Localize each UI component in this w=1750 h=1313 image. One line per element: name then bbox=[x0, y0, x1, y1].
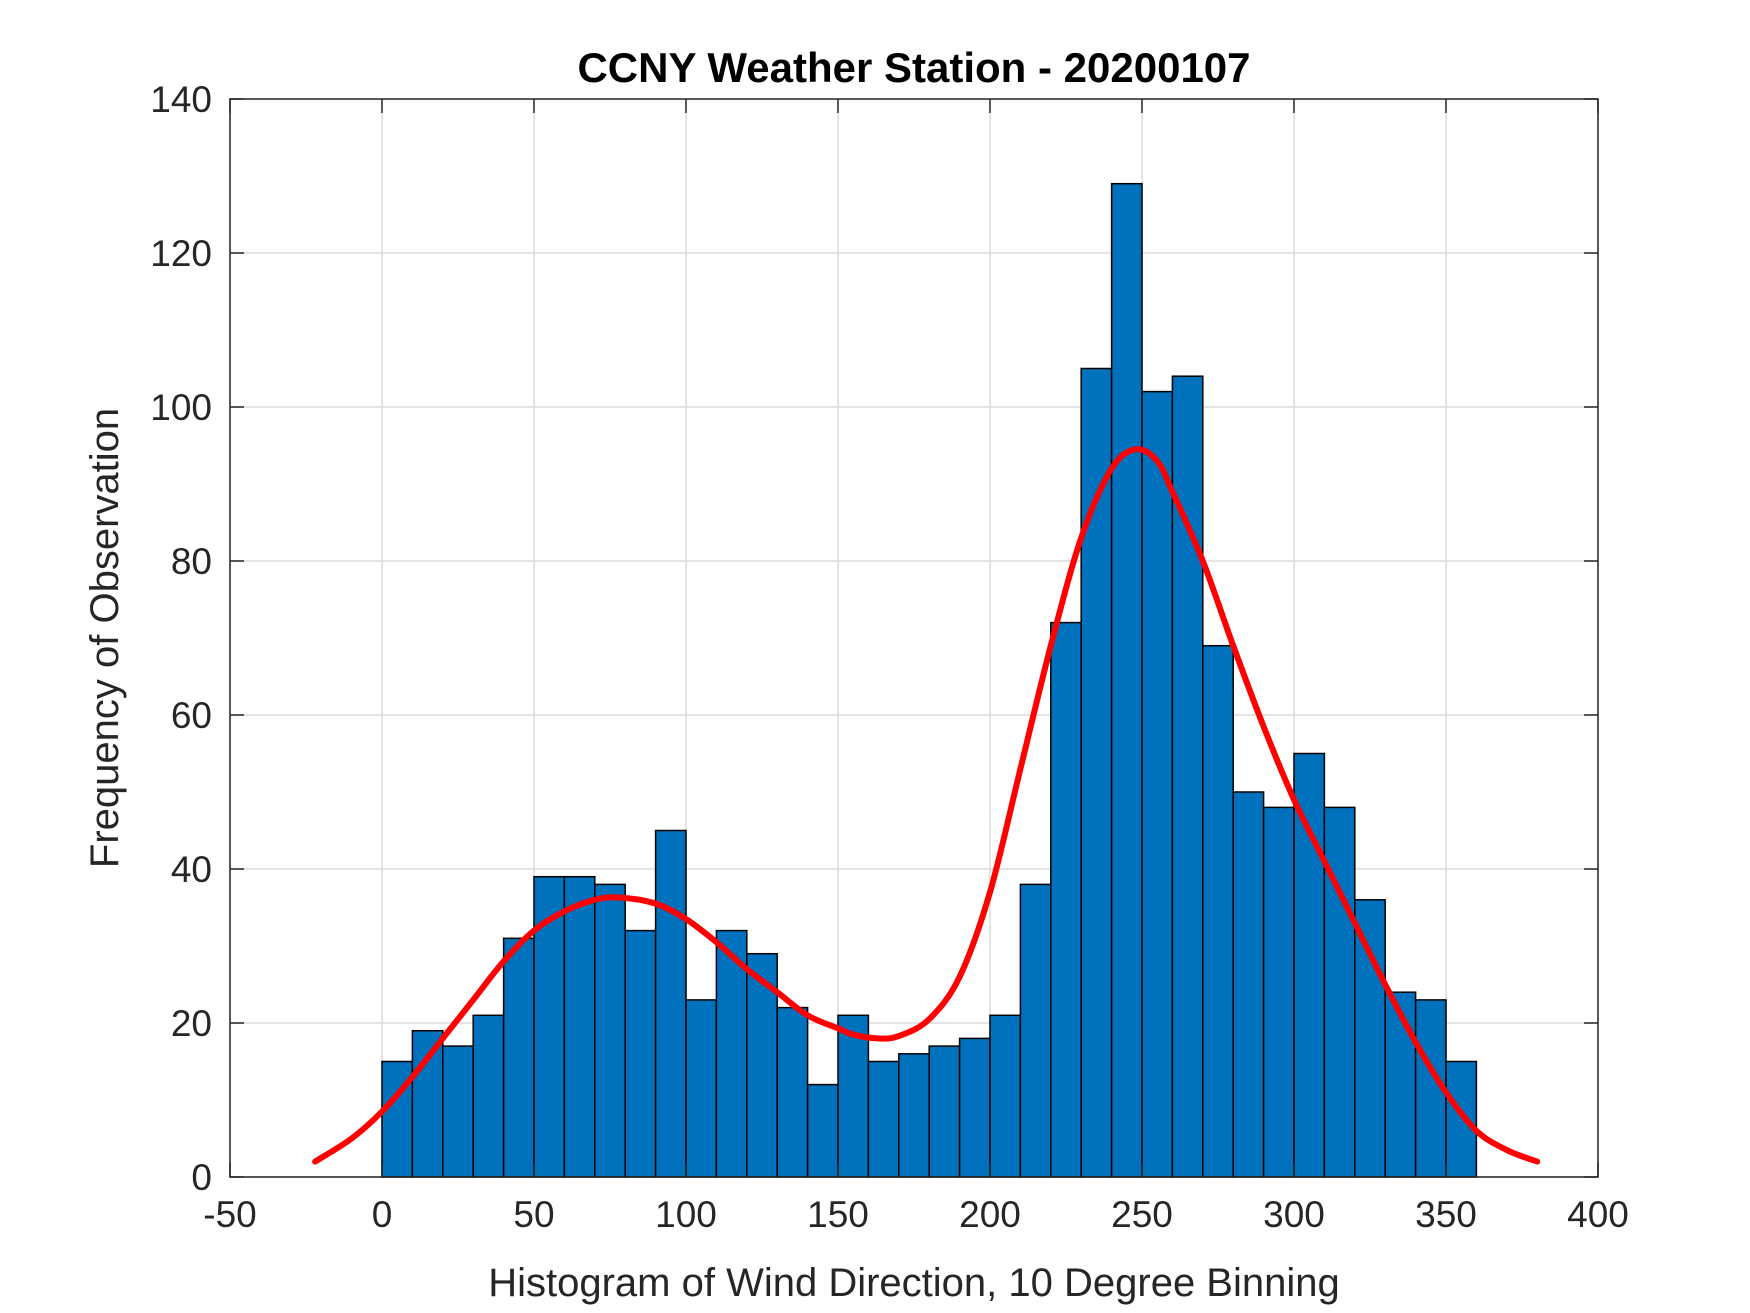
histogram-bar bbox=[594, 883, 626, 1178]
y-tick-label: 40 bbox=[171, 849, 212, 890]
axes-frame bbox=[229, 98, 1599, 1178]
histogram-bar bbox=[1354, 899, 1386, 1178]
y-axis-label: Frequency of Observation bbox=[83, 408, 127, 868]
histogram-bar bbox=[442, 1045, 474, 1178]
x-tick-label: 200 bbox=[959, 1194, 1021, 1235]
y-tick-label: 140 bbox=[150, 79, 212, 120]
x-tick-label: -50 bbox=[203, 1194, 256, 1235]
histogram-bar bbox=[1323, 806, 1356, 1178]
histogram-bar bbox=[715, 929, 748, 1178]
histogram-bar bbox=[1141, 390, 1174, 1178]
histogram-bar bbox=[867, 1060, 900, 1178]
x-tick-label: 350 bbox=[1415, 1194, 1477, 1235]
y-tick-label: 60 bbox=[171, 695, 212, 736]
histogram-bar bbox=[1019, 883, 1052, 1178]
y-tick-label: 120 bbox=[150, 233, 212, 274]
histogram-bar bbox=[958, 1037, 991, 1178]
histogram-bar bbox=[654, 829, 687, 1178]
y-tick-labels: 0 20 40 60 80 100 120 140 bbox=[150, 79, 212, 1198]
histogram-bar bbox=[1202, 644, 1234, 1178]
histogram-bar bbox=[1293, 752, 1326, 1178]
fit-curve bbox=[312, 446, 1541, 1165]
histogram-bar bbox=[1110, 182, 1143, 1178]
histogram-bar bbox=[624, 929, 657, 1178]
x-tick-label: 300 bbox=[1263, 1194, 1325, 1235]
x-axis-label: Histogram of Wind Direction, 10 Degree B… bbox=[488, 1261, 1340, 1305]
histogram-bar bbox=[472, 1014, 505, 1178]
histogram-bar bbox=[989, 1014, 1022, 1178]
histogram-bar bbox=[837, 1014, 870, 1178]
y-tick-label: 20 bbox=[171, 1003, 212, 1044]
histogram-bar bbox=[1445, 1060, 1478, 1178]
histogram-bar bbox=[1050, 621, 1082, 1178]
histogram-bar bbox=[411, 1029, 444, 1178]
histogram-bar bbox=[898, 1053, 930, 1178]
histogram-bar bbox=[502, 937, 535, 1178]
x-tick-label: 100 bbox=[655, 1194, 717, 1235]
chart-title: CCNY Weather Station - 20200107 bbox=[577, 44, 1250, 91]
tick-marks bbox=[229, 98, 1599, 1178]
x-tick-label: 400 bbox=[1567, 1194, 1629, 1235]
x-tick-label: 250 bbox=[1111, 1194, 1173, 1235]
x-tick-label: 50 bbox=[513, 1194, 554, 1235]
y-tick-label: 100 bbox=[150, 387, 212, 428]
histogram-bar bbox=[806, 1083, 839, 1178]
y-tick-label: 80 bbox=[171, 541, 212, 582]
histogram-bar bbox=[563, 875, 596, 1178]
histogram-bar bbox=[1232, 791, 1265, 1178]
histogram-bar bbox=[928, 1045, 961, 1178]
histogram-bar bbox=[776, 1006, 809, 1178]
x-tick-label: 150 bbox=[807, 1194, 869, 1235]
x-tick-labels: -50 0 50 100 150 200 250 300 350 400 bbox=[203, 1194, 1629, 1235]
histogram-bar bbox=[685, 999, 718, 1178]
fit-curve-layer bbox=[312, 446, 1541, 1165]
histogram-bar bbox=[1080, 367, 1113, 1178]
histogram-bar bbox=[1262, 806, 1295, 1178]
y-tick-label: 0 bbox=[191, 1157, 212, 1198]
x-tick-label: 0 bbox=[372, 1194, 393, 1235]
